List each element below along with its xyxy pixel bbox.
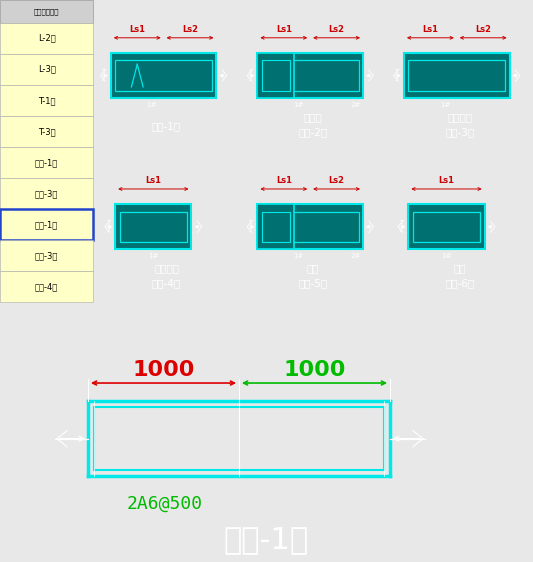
Bar [408,204,484,250]
Bar [262,61,359,90]
Text: 2: 2 [248,228,252,233]
Text: 一字-1形: 一字-1形 [224,525,309,555]
Text: T: T [248,220,252,226]
Bar [262,212,359,242]
Text: 1#: 1# [293,253,304,259]
Text: Ls1: Ls1 [129,25,146,34]
Bar [0,54,93,85]
Text: 1#: 1# [441,253,451,259]
Bar [0,147,93,178]
Text: 2: 2 [106,228,110,233]
Text: 一字-4形: 一字-4形 [152,278,181,288]
Text: 1000: 1000 [284,360,346,380]
Text: 1000: 1000 [132,360,195,380]
Text: L-2形: L-2形 [38,34,55,43]
Bar [262,212,290,242]
Text: 预留钢筋: 预留钢筋 [447,112,472,122]
Text: 1#: 1# [147,102,157,108]
Text: 十字-1形: 十字-1形 [35,158,58,167]
Text: T: T [394,69,399,75]
Bar [404,53,510,98]
Text: Ls2: Ls2 [328,176,345,185]
Text: T: T [399,220,403,226]
Bar [257,204,294,250]
Text: T: T [248,69,252,75]
Bar [0,271,93,302]
Bar [0,178,93,209]
Bar [257,53,294,98]
Text: 植筋: 植筋 [307,264,319,273]
Text: 一字-3形: 一字-3形 [445,127,474,137]
Text: 2: 2 [395,77,399,82]
Text: T: T [101,69,106,75]
Text: 预埋件: 预埋件 [304,112,322,122]
Text: 一字-6形: 一字-6形 [445,278,474,288]
Text: 2: 2 [102,77,106,82]
Text: 预留钢筋: 预留钢筋 [154,264,179,273]
Bar [119,212,187,242]
Text: Ls2: Ls2 [182,25,198,34]
Bar [413,212,480,242]
Text: 一字-4形: 一字-4形 [35,282,58,291]
Bar [0,240,93,271]
Text: Ls1: Ls1 [439,176,455,185]
Bar [111,53,216,98]
Bar [408,61,505,90]
Text: 一字-2形: 一字-2形 [298,127,328,137]
Text: Ls1: Ls1 [276,25,292,34]
Text: L-3形: L-3形 [38,65,55,74]
Text: 2#: 2# [351,253,361,259]
Bar [0,22,93,54]
Text: 十字-3形: 十字-3形 [35,189,58,198]
Text: 筋型排列方式: 筋型排列方式 [34,8,59,15]
Text: 一字-3形: 一字-3形 [35,251,58,260]
Text: 2: 2 [248,77,252,82]
Text: 2#: 2# [351,102,361,108]
Text: 一字-5形: 一字-5形 [298,278,328,288]
Bar [0,85,93,116]
Text: 一字-1形: 一字-1形 [152,121,181,132]
Text: Ls2: Ls2 [328,25,345,34]
Text: 1#: 1# [293,102,304,108]
Text: 1#: 1# [148,253,158,259]
Bar [115,204,191,250]
Bar [0,209,93,240]
Bar [257,204,363,250]
Bar [257,53,363,98]
Text: T-1形: T-1形 [38,96,55,105]
Text: 2A6@500: 2A6@500 [127,495,203,513]
Text: 植筋: 植筋 [454,264,466,273]
Text: Ls2: Ls2 [475,25,491,34]
Bar [0,0,93,22]
Bar [0,116,93,147]
Text: 一字-1形: 一字-1形 [35,220,58,229]
Text: Ls1: Ls1 [422,25,439,34]
Text: T: T [106,220,110,226]
Bar [262,61,290,90]
Text: 2: 2 [399,228,403,233]
Text: Ls1: Ls1 [276,176,292,185]
Text: Ls1: Ls1 [146,176,161,185]
Text: 1#: 1# [440,102,450,108]
Bar [115,61,212,90]
Text: T-3形: T-3形 [38,127,55,136]
